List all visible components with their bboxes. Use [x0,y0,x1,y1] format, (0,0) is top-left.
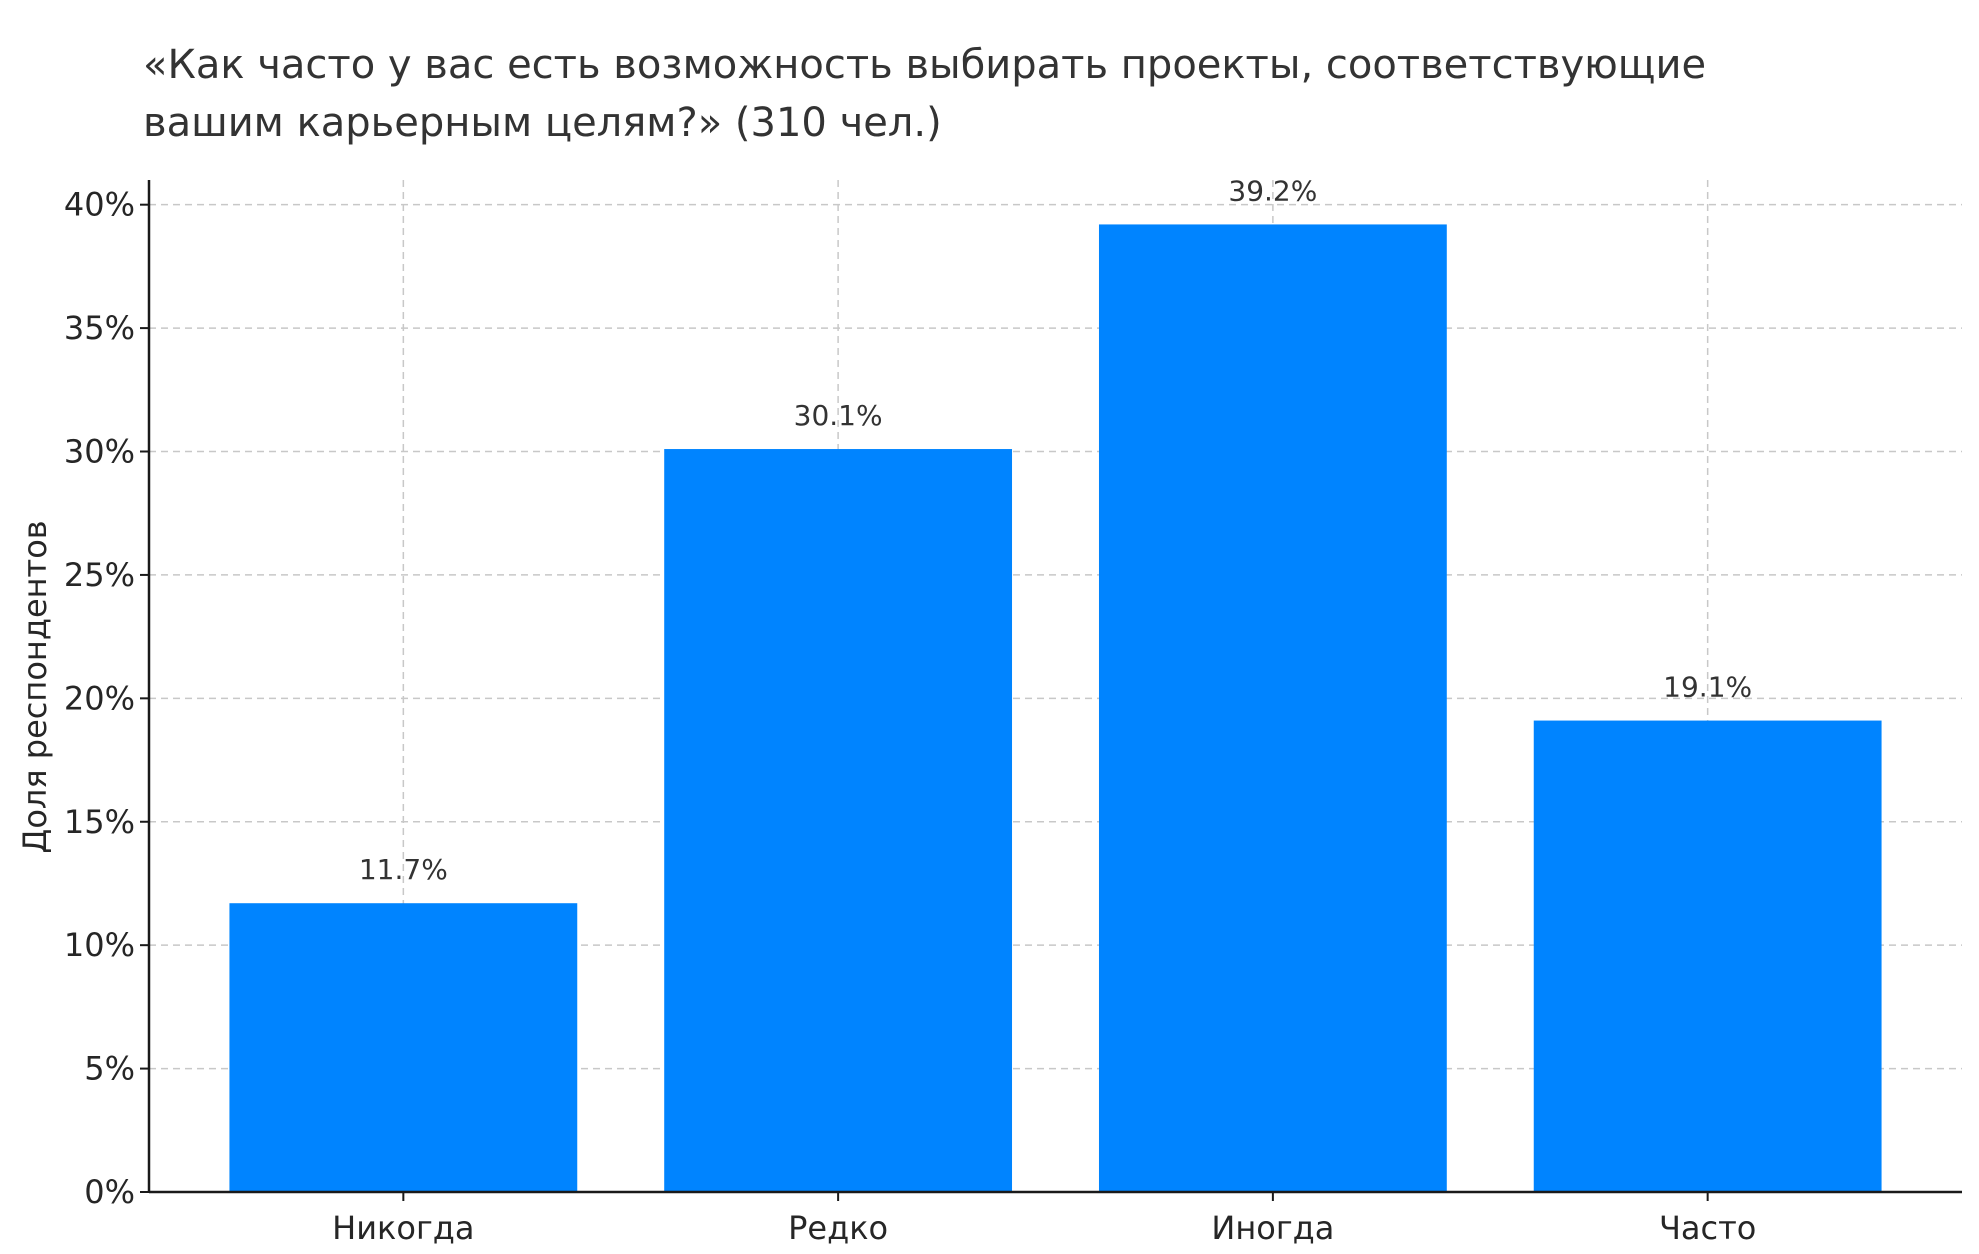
y-tick-label-3: 15% [64,803,135,841]
data-label-1: 30.1% [794,399,883,432]
chart-title-line-2: вашим карьерным целям?» (310 чел.) [143,100,942,146]
x-tick-label-3: Часто [1659,1209,1756,1247]
chart-title-line-1: «Как часто у вас есть возможность выбира… [143,42,1706,88]
y-tick-label-0: 0% [84,1173,135,1211]
y-axis-label: Доля респондентов [16,520,54,853]
x-axis-ticks: Никогда Редко Иногда Часто [332,1192,1756,1247]
x-tick-label-1: Редко [788,1209,888,1247]
chart-title: «Как часто у вас есть возможность выбира… [143,42,1706,146]
bar-2 [1098,224,1447,1193]
y-tick-label-6: 30% [64,433,135,471]
bars [229,224,1882,1193]
x-tick-label-0: Никогда [332,1209,474,1247]
y-tick-label-8: 40% [64,186,135,224]
y-tick-label-4: 20% [64,679,135,717]
y-tick-label-1: 5% [84,1050,135,1088]
data-label-0: 11.7% [359,853,448,886]
y-tick-label-5: 25% [64,556,135,594]
y-axis-ticks: 0% 5% 10% 15% 20% 25% 30% 35% 40% [64,186,149,1211]
bar-3 [1533,720,1882,1192]
axes [147,180,1962,1194]
y-tick-label-2: 10% [64,926,135,964]
bar-1 [664,449,1013,1192]
y-tick-label-7: 35% [64,309,135,347]
data-label-2: 39.2% [1228,174,1317,207]
data-label-3: 19.1% [1663,671,1752,704]
data-labels: 11.7% 30.1% 39.2% 19.1% [359,174,1752,886]
x-tick-label-2: Иногда [1211,1209,1334,1247]
bar-0 [229,903,578,1192]
